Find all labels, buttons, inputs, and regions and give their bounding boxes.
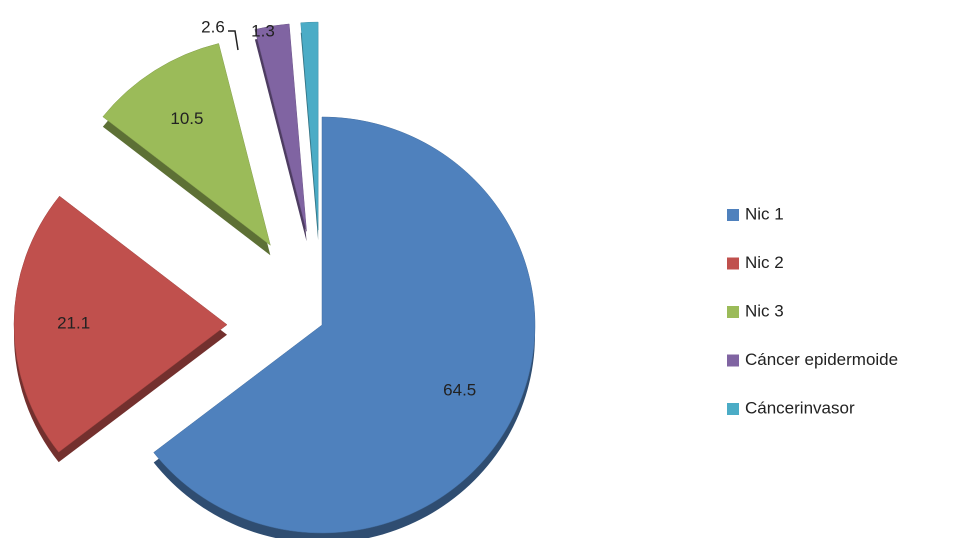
slice [102, 43, 271, 246]
legend-label: Cáncerinvasor [745, 398, 855, 417]
data-label: 64.5 [443, 380, 476, 399]
leader-line [228, 30, 239, 51]
legend-swatch [727, 354, 739, 367]
legend-swatch [727, 403, 739, 415]
data-label: 21.1 [57, 314, 90, 333]
slice [153, 116, 536, 534]
legend-swatch [727, 209, 739, 221]
legend-swatch [727, 257, 739, 270]
legend-label: Nic 1 [745, 204, 784, 223]
slice-side [254, 33, 307, 242]
legend-label: Cáncer epidermoide [745, 350, 898, 369]
slice [254, 23, 307, 232]
legend-swatch [727, 306, 739, 318]
legend-label: Nic 2 [745, 253, 784, 272]
slice [300, 21, 319, 231]
legend-label: Nic 3 [745, 301, 784, 320]
data-label: 1.3 [251, 21, 275, 40]
slice [13, 195, 228, 453]
data-label: 2.6 [201, 17, 225, 36]
data-label: 10.5 [170, 109, 203, 128]
